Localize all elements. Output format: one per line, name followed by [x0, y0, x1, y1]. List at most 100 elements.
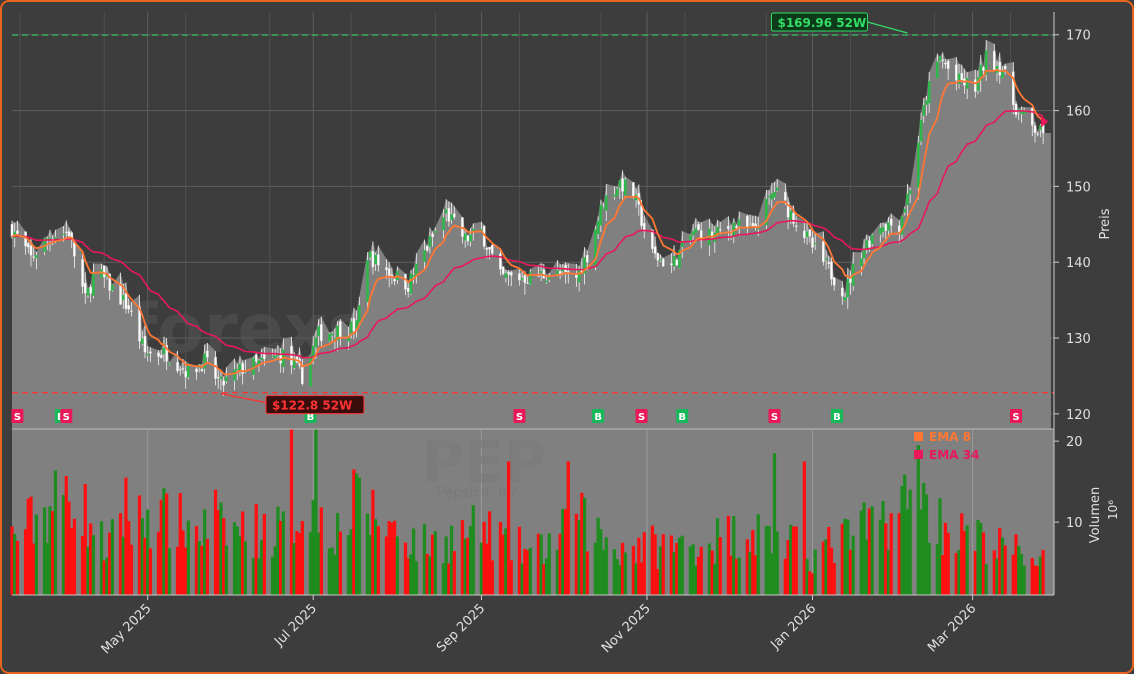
candle-down — [751, 222, 755, 227]
signal-letter: B — [833, 412, 841, 423]
candle-down — [89, 286, 92, 294]
candle-down — [710, 231, 714, 239]
volume-bar — [298, 533, 302, 595]
volume-bar — [1014, 534, 1018, 595]
volume-bar — [238, 536, 242, 595]
volume-bar — [64, 475, 68, 595]
candle-down — [1036, 133, 1039, 135]
volume-bar — [349, 529, 353, 595]
candle-up — [659, 259, 662, 261]
volume-bar — [658, 546, 663, 595]
candle-down — [653, 246, 657, 254]
candle-down — [206, 350, 209, 358]
candle-up — [957, 73, 961, 85]
price-tick-label: 150 — [1066, 180, 1091, 195]
volume-bar — [764, 525, 768, 595]
volume-bar — [376, 526, 380, 595]
volume-bar — [338, 531, 342, 595]
volume-bar — [336, 512, 340, 595]
volume-bar — [954, 552, 958, 595]
volume-bar — [620, 542, 625, 595]
candle-up — [111, 284, 114, 291]
candle-down — [507, 271, 510, 275]
volume-bar — [213, 489, 218, 595]
volume-bar — [938, 498, 942, 595]
volume-bar — [129, 544, 134, 595]
candle-up — [168, 363, 171, 365]
volume-bar — [124, 477, 128, 595]
candle-down — [794, 225, 798, 227]
volume-bar — [783, 558, 787, 595]
candle-up — [756, 227, 760, 230]
volume-bar — [577, 520, 581, 595]
candle-down — [377, 254, 380, 266]
x-tick-label: Nov 2025 — [599, 601, 654, 656]
candle-up — [539, 271, 543, 274]
candle-down — [165, 345, 168, 362]
candle-up — [716, 227, 719, 236]
volume-bar — [976, 519, 980, 595]
candle-up — [917, 142, 920, 189]
candle-down — [387, 268, 391, 276]
candle-up — [860, 258, 863, 267]
candle-down — [946, 61, 950, 69]
volume-bar — [840, 523, 844, 595]
candle-up — [919, 119, 923, 142]
volume-tick-label: 10 — [1066, 516, 1083, 531]
volume-bar — [422, 524, 427, 595]
volume-bar — [927, 542, 931, 595]
volume-bar — [403, 542, 408, 595]
candle-down — [841, 287, 844, 297]
volume-bar — [631, 545, 636, 595]
candle-down — [425, 245, 429, 251]
candle-up — [624, 179, 627, 196]
volume-bar — [903, 474, 907, 595]
legend: EMA 8 EMA 34 — [914, 430, 979, 462]
price-axis-label: Preis — [1098, 208, 1113, 239]
volume-bar — [558, 533, 562, 595]
volume-bar — [430, 534, 435, 595]
candle-up — [317, 326, 320, 337]
candle-down — [453, 213, 456, 218]
candle-up — [260, 357, 263, 360]
volume-bar — [753, 555, 758, 595]
candle-up — [187, 364, 190, 378]
volume-bar — [165, 493, 169, 595]
candle-down — [974, 79, 977, 92]
candle-down — [195, 368, 198, 373]
volume-bar — [368, 534, 372, 595]
volume-bar — [501, 534, 505, 595]
candle-down — [697, 223, 700, 231]
volume-bar — [257, 558, 261, 595]
candle-up — [773, 192, 776, 198]
candle-up — [596, 220, 600, 235]
volume-bar — [159, 499, 163, 595]
candle-down — [699, 230, 703, 242]
candle-up — [450, 214, 453, 221]
ema-layer — [11, 68, 1049, 376]
volume-bar — [737, 557, 741, 595]
volume-bar — [295, 530, 299, 595]
volume-bar — [922, 483, 926, 595]
volume-bar — [601, 549, 606, 595]
candle-up — [908, 190, 912, 195]
volume-bar — [878, 519, 882, 595]
candle-up — [613, 194, 616, 197]
volume-bar — [13, 533, 17, 595]
volume-bar — [808, 571, 812, 595]
volume-bar — [444, 536, 448, 595]
high-52w-label: $169.96 52W — [777, 16, 866, 30]
candle-up — [141, 338, 144, 345]
sell-signal — [60, 409, 73, 423]
candle-down — [993, 50, 996, 72]
volume-bar — [352, 469, 356, 595]
price-area — [12, 40, 1051, 429]
volume-bar — [105, 557, 109, 595]
candle-down — [523, 274, 527, 283]
candle-down — [466, 235, 470, 242]
candle-down — [518, 273, 521, 281]
volume-bar — [561, 508, 565, 595]
volume-bar — [441, 563, 446, 595]
volume-bar — [289, 429, 294, 595]
